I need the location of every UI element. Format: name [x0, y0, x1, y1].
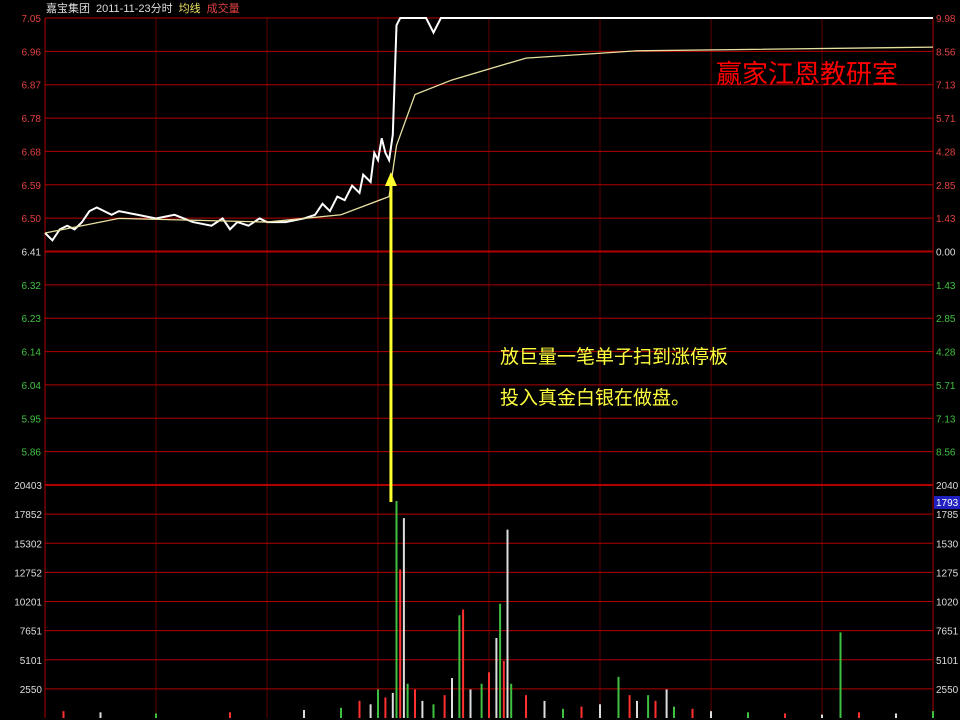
vol-legend: 成交量: [206, 3, 240, 15]
price-tick-label: 6.14: [22, 348, 42, 359]
percent-tick-label: 2.85: [936, 181, 956, 192]
volume-tick-label: 20403: [14, 481, 42, 492]
volume-tick-label: 5101: [20, 656, 43, 667]
price-tick-label: 6.87: [22, 81, 42, 92]
avg-legend: 均线: [178, 3, 201, 15]
annotation-line-2: 投入真金白银在做盘。: [500, 387, 691, 409]
volume-right-tick-label: 7651: [936, 627, 959, 638]
price-tick-label: 7.05: [22, 14, 42, 25]
volume-tick-label: 10201: [14, 598, 42, 609]
price-tick-label: 6.04: [22, 381, 42, 392]
watermark: 赢家江恩教研室: [716, 60, 899, 90]
price-tick-label: 6.32: [22, 281, 42, 292]
percent-tick-label: 8.56: [936, 47, 956, 58]
volume-tick-label: 12752: [14, 568, 42, 579]
percent-tick-label: 0.00: [936, 248, 956, 259]
price-tick-label: 6.68: [22, 147, 42, 158]
volume-highlight-value: 1793: [936, 498, 959, 509]
avg-line: [44, 46, 934, 234]
percent-tick-label: 1.43: [936, 214, 956, 225]
volume-right-tick-label: 2550: [936, 685, 959, 696]
volume-right-tick-label: 1785: [936, 510, 959, 521]
price-tick-label: 5.95: [22, 414, 42, 425]
percent-tick-label: 1.43: [936, 281, 956, 292]
percent-tick-label: 4.28: [936, 348, 956, 359]
price-tick-label: 6.78: [22, 114, 42, 125]
volume-highlight-box: [934, 496, 960, 509]
chart-mode: 分时: [150, 3, 173, 15]
price-tick-label: 6.96: [22, 47, 42, 58]
percent-tick-label: 7.13: [936, 414, 956, 425]
percent-tick-label: 5.71: [936, 381, 956, 392]
percent-tick-label: 9.98: [936, 14, 956, 25]
volume-tick-label: 2550: [20, 685, 43, 696]
volume-right-tick-label: 2040: [936, 481, 959, 492]
price-tick-label: 5.86: [22, 448, 42, 459]
price-tick-label: 6.41: [22, 248, 42, 259]
percent-tick-label: 5.71: [936, 114, 956, 125]
price-line: [44, 17, 933, 242]
percent-tick-label: 2.85: [936, 314, 956, 325]
stock-name: 嘉宝集团: [46, 3, 90, 15]
volume-right-tick-label: 5101: [936, 656, 959, 667]
volume-tick-label: 7651: [20, 627, 43, 638]
annotation-line-1: 放巨量一笔单子扫到涨停板: [500, 346, 729, 368]
volume-right-tick-label: 1020: [936, 598, 959, 609]
price-tick-label: 6.59: [22, 181, 42, 192]
volume-tick-label: 15302: [14, 539, 42, 550]
chart-header: 嘉宝集团 2011-11-23分时 均线 成交量: [46, 0, 246, 16]
percent-tick-label: 7.13: [936, 81, 956, 92]
percent-tick-label: 8.56: [936, 448, 956, 459]
volume-right-tick-label: 1275: [936, 568, 959, 579]
volume-right-tick-label: 1530: [936, 539, 959, 550]
volume-tick-label: 17852: [14, 510, 42, 521]
chart-date: 2011-11-23: [96, 3, 151, 15]
price-tick-label: 6.50: [22, 214, 42, 225]
percent-tick-label: 4.28: [936, 147, 956, 158]
arrow-head-icon: [384, 172, 397, 186]
price-tick-label: 6.23: [22, 314, 42, 325]
